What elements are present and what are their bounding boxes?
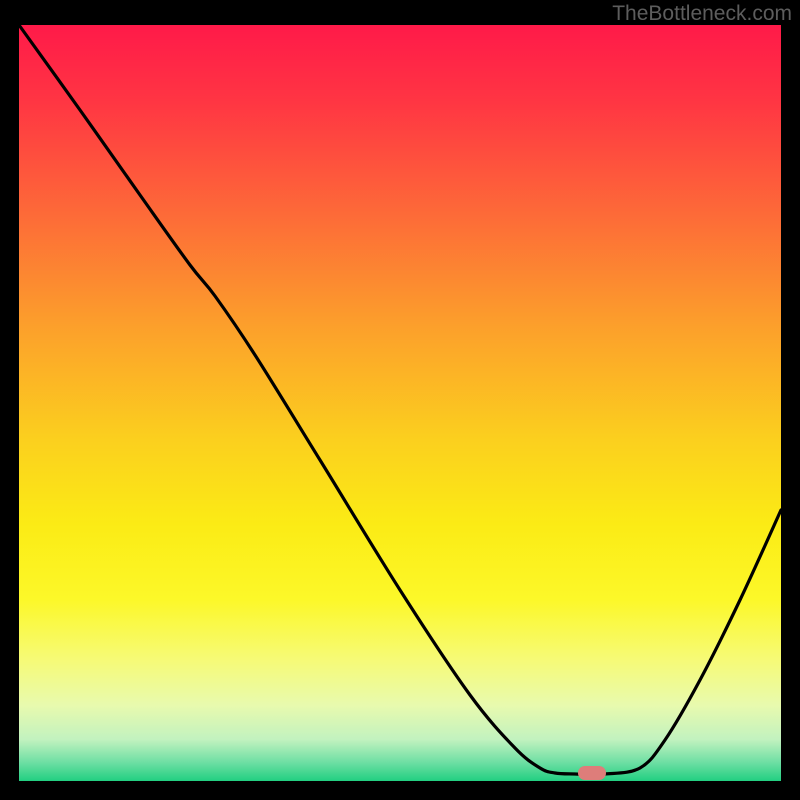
watermark-text: TheBottleneck.com bbox=[612, 2, 792, 26]
bottleneck-chart bbox=[0, 0, 800, 800]
optimum-marker bbox=[578, 766, 606, 780]
plot-background bbox=[19, 25, 781, 781]
